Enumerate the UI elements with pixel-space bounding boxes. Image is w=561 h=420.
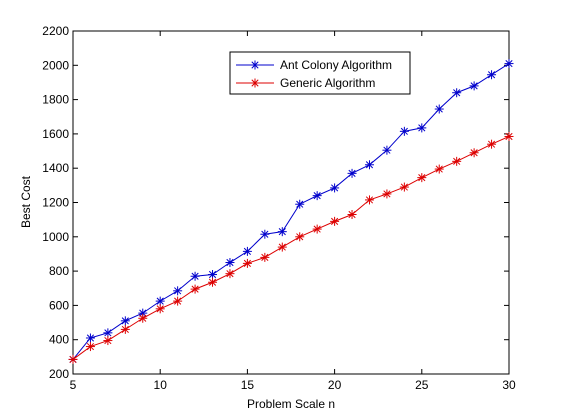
legend-label: Ant Colony Algorithm: [280, 58, 392, 72]
x-tick-label: 5: [70, 378, 77, 392]
data-point: [277, 242, 287, 252]
data-point: [173, 286, 183, 296]
y-tick-label: 2000: [42, 58, 69, 72]
data-point: [225, 269, 235, 279]
data-point: [487, 139, 497, 149]
y-tick-label: 1600: [42, 127, 69, 141]
data-point: [312, 224, 322, 234]
y-tick-label: 1200: [42, 196, 69, 210]
data-point: [68, 354, 78, 364]
data-point: [452, 88, 462, 98]
data-point: [469, 148, 479, 158]
data-point: [190, 284, 200, 294]
data-point: [469, 81, 479, 91]
data-point: [295, 199, 305, 209]
x-tick-label: 20: [328, 378, 342, 392]
series-line: [72, 136, 510, 360]
data-point: [242, 246, 252, 256]
y-axis-label: Best Cost: [19, 175, 33, 228]
data-point: [155, 304, 165, 314]
legend-marker: [250, 78, 260, 88]
y-tick-label: 1400: [42, 161, 69, 175]
data-point: [260, 252, 270, 262]
data-point: [364, 160, 374, 170]
x-tick-label: 25: [415, 378, 429, 392]
y-tick-label: 2200: [42, 24, 69, 38]
data-point: [277, 227, 287, 237]
x-tick-label: 30: [502, 378, 516, 392]
y-tick-label: 1000: [42, 230, 69, 244]
data-point: [399, 182, 409, 192]
data-point: [347, 210, 357, 220]
data-point: [434, 104, 444, 114]
data-point: [330, 183, 340, 193]
data-point: [330, 216, 340, 226]
data-point: [225, 258, 235, 268]
data-point: [85, 333, 95, 343]
data-point: [120, 324, 130, 334]
x-axis-label: Problem Scale n: [247, 397, 335, 411]
data-point: [173, 296, 183, 306]
legend-box: [229, 51, 411, 95]
y-tick-label: 800: [49, 264, 69, 278]
data-point: [190, 271, 200, 281]
data-point: [504, 131, 514, 141]
data-point: [347, 168, 357, 178]
data-point: [155, 296, 165, 306]
data-point: [399, 126, 409, 136]
data-point: [312, 191, 322, 201]
data-point: [103, 328, 113, 338]
data-point: [85, 342, 95, 352]
x-tick-label: 15: [241, 378, 255, 392]
series-ant-colony: [68, 59, 514, 364]
data-point: [364, 195, 374, 205]
y-tick-label: 200: [49, 367, 69, 381]
y-tick-label: 400: [49, 333, 69, 347]
data-point: [382, 145, 392, 155]
data-point: [417, 123, 427, 133]
data-point: [382, 189, 392, 199]
y-tick-label: 600: [49, 298, 69, 312]
legend: Ant Colony Algorithm Generic Algorithm: [229, 51, 411, 95]
data-point: [103, 336, 113, 346]
data-point: [138, 313, 148, 323]
series-generic: [68, 131, 514, 364]
axis-ticks: 5 10 15 20 25 30 200 400 600 800 1000 1200 1400 1600 1…: [42, 24, 516, 392]
data-point: [208, 277, 218, 287]
data-point: [242, 258, 252, 268]
y-tick-label: 1800: [42, 93, 69, 107]
data-point: [504, 59, 514, 69]
data-point: [434, 164, 444, 174]
data-point: [260, 229, 270, 239]
legend-marker: [250, 60, 260, 70]
data-point: [208, 270, 218, 280]
x-tick-label: 10: [154, 378, 168, 392]
data-point: [452, 156, 462, 166]
data-point: [417, 173, 427, 183]
series-layer: [68, 59, 514, 364]
data-point: [295, 232, 305, 242]
data-point: [120, 316, 130, 326]
data-point: [487, 70, 497, 80]
legend-label: Generic Algorithm: [280, 76, 375, 90]
